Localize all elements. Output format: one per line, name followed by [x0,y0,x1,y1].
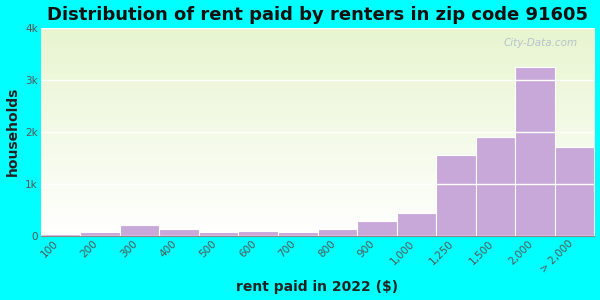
Bar [515,67,555,236]
Bar [317,230,357,236]
Bar [80,232,120,236]
X-axis label: rent paid in 2022 ($): rent paid in 2022 ($) [236,280,398,294]
Bar [278,232,317,236]
Bar [120,225,160,236]
Bar [199,232,238,236]
Y-axis label: households: households [5,87,20,176]
Bar [476,137,515,236]
Bar [160,230,199,236]
Bar [555,147,595,236]
Bar [357,220,397,236]
Bar [397,213,436,236]
Bar [238,231,278,236]
Text: City-Data.com: City-Data.com [504,38,578,48]
Title: Distribution of rent paid by renters in zip code 91605: Distribution of rent paid by renters in … [47,6,588,24]
Bar [436,155,476,236]
Bar [41,234,80,236]
